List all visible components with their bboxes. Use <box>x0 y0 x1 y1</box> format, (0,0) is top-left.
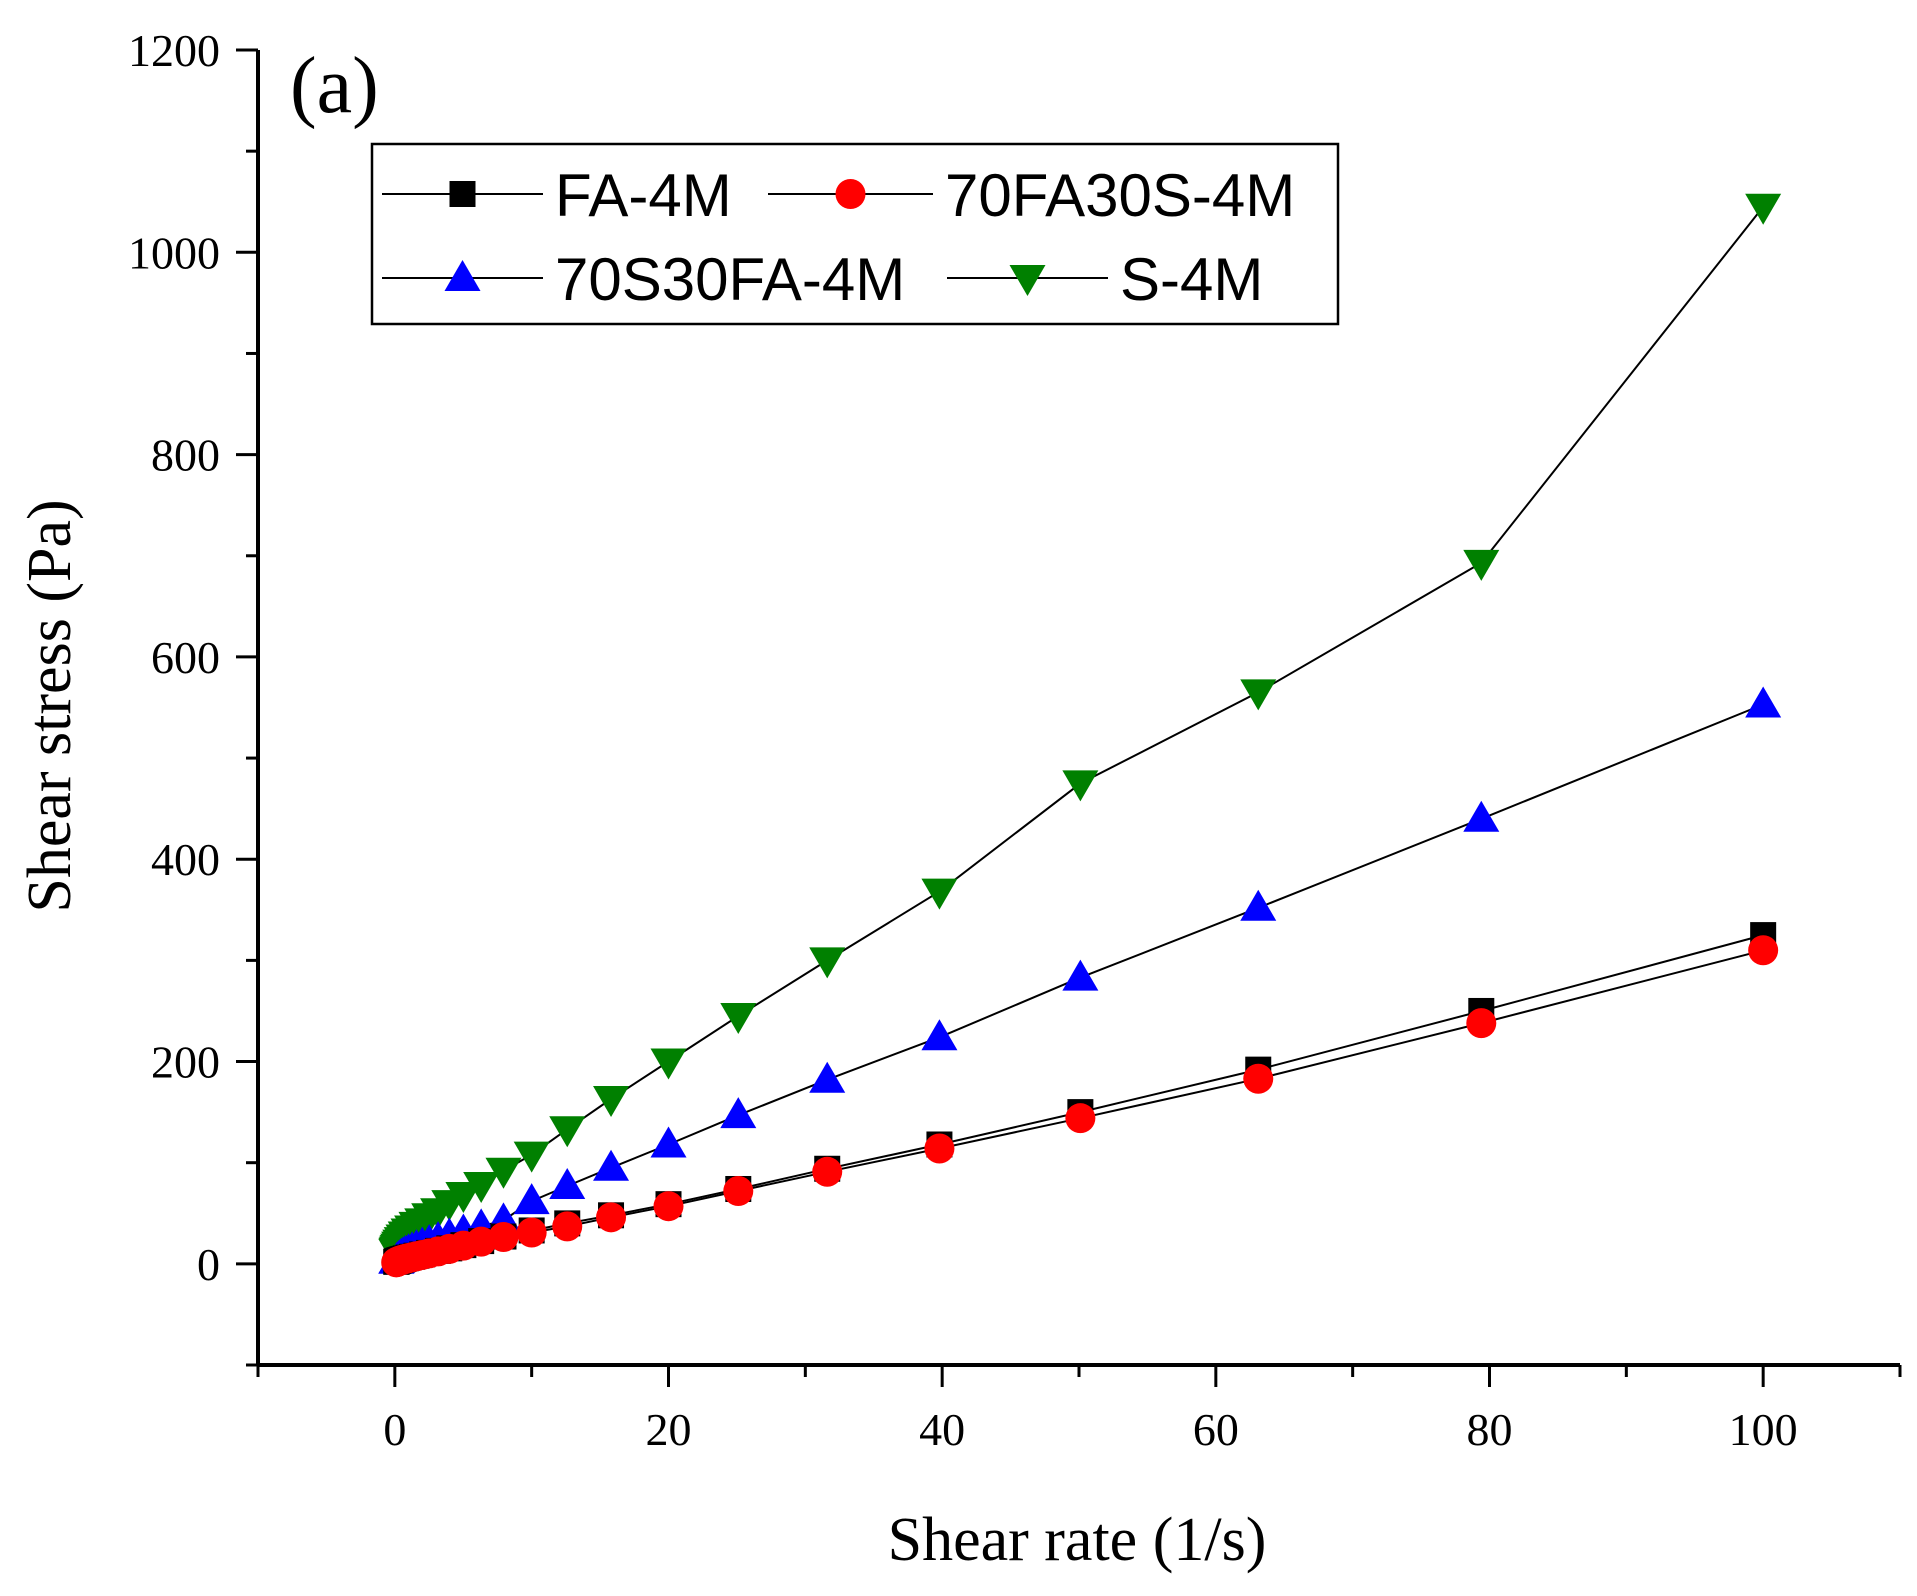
data-point-70fa30s-4m <box>516 1217 547 1248</box>
x-tick-label: 20 <box>646 1404 692 1455</box>
legend-entry-70s30fa-4m: 70S30FA-4M <box>382 246 905 313</box>
x-tick-label: 40 <box>919 1404 965 1455</box>
data-point-s-4m <box>1240 679 1277 711</box>
data-point-s-4m <box>809 947 846 979</box>
data-point-70s30fa-4m <box>720 1097 757 1129</box>
x-axis-ticks: 0 20 40 60 80 100 <box>256 1365 1902 1455</box>
data-point-70fa30s-4m <box>1748 935 1779 966</box>
legend-marker <box>444 260 481 291</box>
legend-marker <box>835 179 866 209</box>
legend-label: FA-4M <box>555 162 732 229</box>
series-layer <box>378 193 1782 1278</box>
legend-entry-fa-4m: FA-4M <box>382 162 732 229</box>
legend-label: S-4M <box>1120 246 1263 313</box>
legend-entry-s-4m: S-4M <box>947 246 1263 313</box>
data-point-s-4m <box>921 878 958 910</box>
data-point-s-4m <box>720 1003 757 1035</box>
y-tick-label: 1000 <box>128 227 220 278</box>
data-point-s-4m <box>513 1141 550 1173</box>
panel-label: (a) <box>290 42 379 130</box>
data-point-70fa30s-4m <box>1243 1063 1274 1094</box>
y-tick-label: 400 <box>151 834 220 885</box>
axes: 0 200 400 600 800 1000 1200 0 20 40 60 80 100 <box>128 25 1902 1455</box>
data-point-70s30fa-4m <box>593 1149 630 1181</box>
series-70fa30s-4m <box>381 935 1779 1278</box>
data-point-70s30fa-4m <box>1062 959 1099 991</box>
x-tick-label: 100 <box>1729 1404 1798 1455</box>
x-tick-label: 60 <box>1193 1404 1239 1455</box>
legend-marker <box>449 181 476 207</box>
data-point-s-4m <box>1745 193 1782 225</box>
y-axis-ticks: 0 200 400 600 800 1000 1200 <box>128 25 258 1367</box>
data-point-70s30fa-4m <box>650 1126 687 1158</box>
data-point-70fa30s-4m <box>653 1191 684 1222</box>
data-point-70s30fa-4m <box>549 1167 586 1199</box>
data-point-s-4m <box>445 1182 482 1214</box>
data-point-70fa30s-4m <box>552 1211 583 1242</box>
data-point-70s30fa-4m <box>809 1061 846 1093</box>
y-axis-title: Shear stress (Pa) <box>16 499 84 912</box>
x-axis-title: Shear rate (1/s) <box>888 1506 1267 1574</box>
data-point-s-4m <box>463 1171 500 1203</box>
x-tick-label: 0 <box>383 1404 406 1455</box>
data-point-s-4m <box>1463 549 1500 581</box>
legend-entry-70fa30s-4m: 70FA30S-4M <box>768 162 1295 229</box>
data-point-70s30fa-4m <box>921 1019 958 1051</box>
legend-box <box>370 142 1340 326</box>
data-point-s-4m <box>1062 770 1099 802</box>
data-point-s-4m <box>549 1116 586 1148</box>
data-point-70fa30s-4m <box>924 1133 955 1164</box>
y-tick-label: 200 <box>151 1037 220 1088</box>
x-tick-label: 80 <box>1467 1404 1513 1455</box>
legend-marker <box>1009 265 1046 296</box>
data-point-70fa30s-4m <box>812 1156 843 1187</box>
data-point-s-4m <box>650 1048 687 1080</box>
data-point-70fa30s-4m <box>723 1176 754 1207</box>
data-point-s-4m <box>485 1157 522 1189</box>
data-point-70fa30s-4m <box>488 1222 519 1253</box>
data-point-70s30fa-4m <box>1463 800 1500 832</box>
data-point-70fa30s-4m <box>466 1226 497 1257</box>
data-point-70s30fa-4m <box>513 1183 550 1215</box>
y-tick-label: 0 <box>197 1239 220 1290</box>
y-tick-label: 800 <box>151 430 220 481</box>
legend-label: 70FA30S-4M <box>945 162 1295 229</box>
data-point-70fa30s-4m <box>1466 1008 1497 1039</box>
data-point-70s30fa-4m <box>1240 889 1277 921</box>
data-point-70fa30s-4m <box>1065 1103 1096 1134</box>
data-point-70s30fa-4m <box>1745 686 1782 718</box>
y-tick-label: 1200 <box>128 25 220 76</box>
legend: FA-4M 70FA30S-4M 70S30FA-4M S-4M <box>370 142 1340 326</box>
legend-label: 70S30FA-4M <box>555 246 905 313</box>
data-point-70fa30s-4m <box>596 1202 627 1233</box>
data-point-s-4m <box>593 1085 630 1117</box>
y-tick-label: 600 <box>151 632 220 683</box>
